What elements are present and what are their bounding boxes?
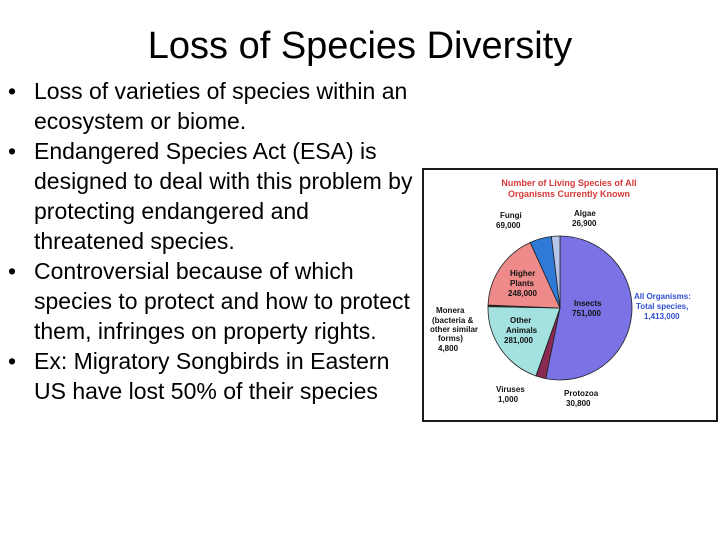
slice-value-monera: 4,800	[438, 344, 459, 353]
slice-value-viruses: 1,000	[498, 395, 519, 404]
slice-label-higher-plants: Plants	[510, 279, 535, 288]
species-pie-chart-figure: Number of Living Species of All Organism…	[422, 168, 718, 422]
slice-value-other-animals: 281,000	[504, 336, 533, 345]
pie-slice-other-animals	[487, 306, 561, 377]
slice-label-monera: (bacteria &	[432, 316, 474, 325]
slice-label-viruses: Viruses	[496, 385, 525, 394]
chart-title-line: Number of Living Species of All	[501, 178, 636, 188]
total-label: All Organisms:	[634, 292, 691, 301]
pie-slice-algae	[550, 235, 561, 309]
bullet-list: Loss of varieties of species within an e…	[8, 76, 420, 406]
pie-slice-insects	[545, 235, 633, 381]
slice-label-monera: forms)	[438, 334, 463, 343]
slice-label-other-animals: Animals	[506, 326, 538, 335]
bullet-item: Controversial because of which species t…	[8, 256, 420, 346]
bullet-item: Endangered Species Act (ESA) is designed…	[8, 136, 420, 256]
slice-label-fungi: Fungi	[500, 211, 522, 220]
slice-value-protozoa: 30,800	[566, 399, 591, 408]
bullet-item: Ex: Migratory Songbirds in Eastern US ha…	[8, 346, 420, 406]
slice-value-algae: 26,900	[572, 219, 597, 228]
pie-slice-higher-plants	[487, 241, 561, 309]
slice-label-monera: other similar	[430, 325, 478, 334]
pie-slices	[487, 235, 633, 381]
pie-chart: Number of Living Species of All Organism…	[430, 178, 691, 408]
slice-value-insects: 751,000	[572, 309, 601, 318]
slice-label-higher-plants: Higher	[510, 269, 535, 278]
slice-value-fungi: 69,000	[496, 221, 521, 230]
slice-label-algae: Algae	[574, 209, 596, 218]
slice-label-other-animals: Other	[510, 316, 531, 325]
slide-title: Loss of Species Diversity	[147, 25, 573, 67]
slice-value-higher-plants: 248,000	[508, 289, 537, 298]
slice-label-insects: Insects	[574, 299, 602, 308]
total-value: 1,413,000	[644, 312, 680, 321]
slice-label-monera: Monera	[436, 306, 465, 315]
bullet-item: Loss of varieties of species within an e…	[8, 76, 420, 136]
total-label: Total species,	[636, 302, 688, 311]
slice-label-protozoa: Protozoa	[564, 389, 599, 398]
chart-title-line: Organisms Currently Known	[508, 189, 630, 199]
